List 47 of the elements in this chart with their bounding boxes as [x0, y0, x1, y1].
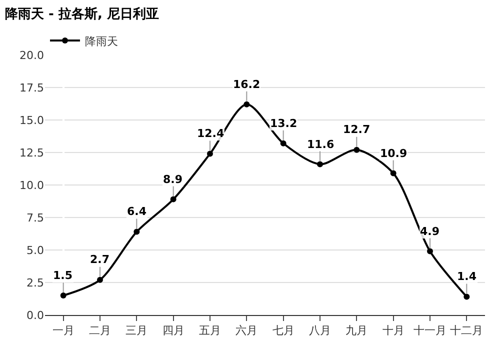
point: [427, 248, 433, 254]
data-label: 4.9: [420, 225, 440, 238]
y-tick-label: 12.5: [20, 146, 44, 160]
data-label: 1.4: [457, 270, 477, 283]
y-tick-label: 15.0: [20, 114, 44, 127]
point: [280, 140, 286, 146]
x-tick-label: 二月: [89, 324, 111, 338]
data-label: 12.4: [197, 127, 224, 140]
x-tick-label: 三月: [126, 324, 148, 338]
point: [354, 146, 360, 153]
point: [390, 170, 396, 176]
data-label: 16.2: [233, 78, 260, 91]
data-label: 10.9: [380, 147, 408, 160]
x-tick-label: 五月: [199, 324, 221, 338]
y-tick-label: 10.0: [20, 178, 44, 192]
x-tick-label: 七月: [272, 324, 294, 338]
y-tick-label: 20.0: [20, 48, 44, 62]
x-tick-label: 六月: [236, 324, 258, 338]
data-label: 11.6: [307, 138, 334, 151]
point: [207, 150, 213, 157]
point: [244, 101, 250, 108]
y-tick-label: 7.5: [26, 211, 44, 224]
point: [60, 292, 66, 298]
y-tick-label: 0.0: [26, 308, 44, 322]
x-tick-label: 十二月: [450, 324, 484, 338]
point: [134, 228, 140, 235]
x-tick-label: 十一月: [414, 324, 446, 338]
data-label: 12.7: [343, 123, 370, 136]
x-tick-label: 十月: [382, 324, 404, 338]
data-label: 2.7: [90, 253, 110, 266]
y-tick-label: 5.0: [26, 244, 44, 257]
point: [170, 196, 176, 202]
point: [317, 161, 323, 168]
point: [97, 276, 103, 283]
legend-label: 降雨天: [85, 34, 118, 48]
point: [464, 294, 470, 300]
y-tick-label: 2.5: [26, 276, 44, 290]
chart-title: 降雨天 - 拉各斯, 尼日利亚: [5, 6, 159, 22]
x-tick-label: 四月: [162, 324, 184, 338]
data-label: 6.4: [127, 205, 147, 218]
x-tick-label: 八月: [309, 324, 331, 338]
data-label: 1.5: [53, 269, 72, 282]
x-tick-label: 一月: [52, 324, 74, 338]
y-tick-label: 17.5: [20, 81, 44, 94]
data-label: 13.2: [270, 117, 298, 130]
x-tick-label: 九月: [346, 324, 368, 338]
data-label: 8.9: [163, 173, 182, 186]
